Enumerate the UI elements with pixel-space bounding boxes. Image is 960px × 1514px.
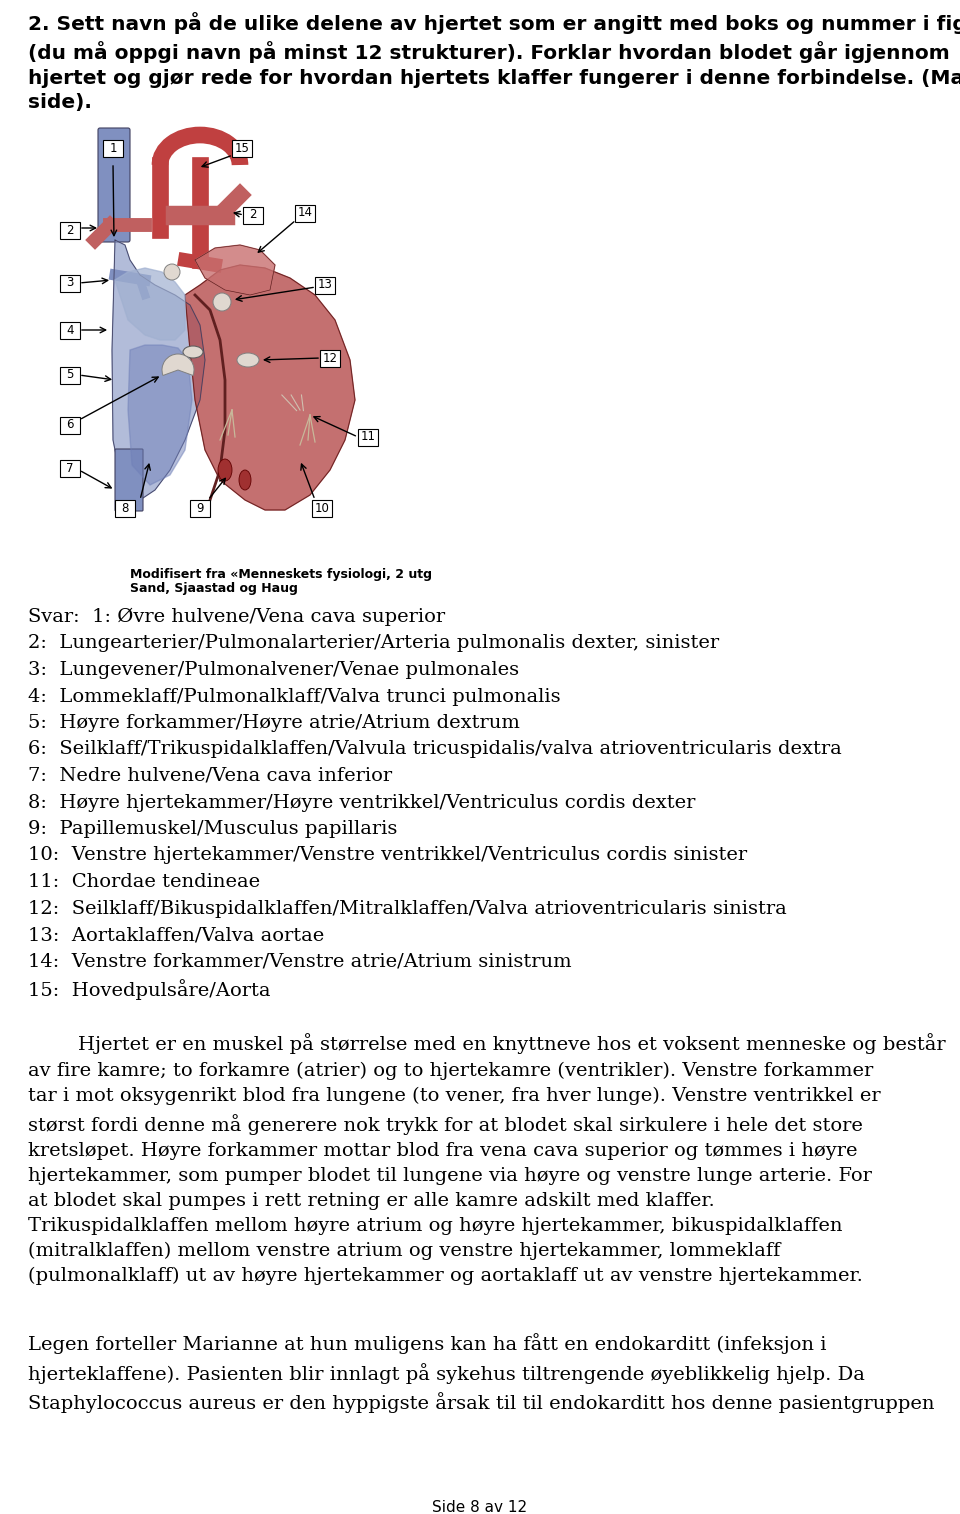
Text: 12:  Seilklaff/Bikuspidalklaffen/Mitralklaffen/Valva atrioventricularis sinistra: 12: Seilklaff/Bikuspidalklaffen/Mitralkl… (28, 899, 787, 917)
Text: 10: 10 (315, 501, 329, 515)
Circle shape (164, 263, 180, 280)
FancyBboxPatch shape (60, 416, 80, 433)
Text: 11: 11 (361, 430, 375, 444)
Text: 13:  Aortaklaffen/Valva aortae: 13: Aortaklaffen/Valva aortae (28, 927, 324, 945)
Text: Svar:  1: Øvre hulvene/Vena cava superior: Svar: 1: Øvre hulvene/Vena cava superior (28, 609, 445, 627)
Ellipse shape (239, 469, 251, 491)
Text: 4:  Lommeklaff/Pulmonalklaff/Valva trunci pulmonalis: 4: Lommeklaff/Pulmonalklaff/Valva trunci… (28, 687, 561, 706)
Ellipse shape (218, 459, 232, 481)
Text: 15: 15 (234, 141, 250, 154)
Text: 2:  Lungearterier/Pulmonalarterier/Arteria pulmonalis dexter, sinister: 2: Lungearterier/Pulmonalarterier/Arteri… (28, 634, 719, 653)
Polygon shape (112, 241, 205, 500)
FancyBboxPatch shape (115, 450, 143, 512)
Text: 6: 6 (66, 418, 74, 431)
Text: 6:  Seilklaff/Trikuspidalklaffen/Valvula tricuspidalis/valva atrioventricularis : 6: Seilklaff/Trikuspidalklaffen/Valvula … (28, 740, 842, 759)
FancyBboxPatch shape (60, 366, 80, 383)
FancyBboxPatch shape (115, 500, 135, 516)
FancyBboxPatch shape (243, 206, 263, 224)
Text: 13: 13 (318, 279, 332, 292)
FancyBboxPatch shape (320, 350, 340, 366)
Text: 5:  Høyre forkammer/Høyre atrie/Atrium dextrum: 5: Høyre forkammer/Høyre atrie/Atrium de… (28, 715, 520, 731)
FancyBboxPatch shape (60, 321, 80, 339)
Text: 11:  Chordae tendineae: 11: Chordae tendineae (28, 874, 260, 892)
Text: 1: 1 (109, 141, 117, 154)
Text: 2: 2 (66, 224, 74, 236)
Text: 12: 12 (323, 351, 338, 365)
Text: 7:  Nedre hulvene/Vena cava inferior: 7: Nedre hulvene/Vena cava inferior (28, 768, 392, 784)
Text: 3: 3 (66, 277, 74, 289)
FancyBboxPatch shape (358, 428, 378, 445)
FancyBboxPatch shape (190, 500, 210, 516)
Polygon shape (185, 265, 355, 510)
Text: 2. Sett navn på de ulike delene av hjertet som er angitt med boks og nummer i fi: 2. Sett navn på de ulike delene av hjert… (28, 12, 960, 112)
Text: 5: 5 (66, 368, 74, 382)
FancyBboxPatch shape (315, 277, 335, 294)
Text: 8: 8 (121, 501, 129, 515)
FancyBboxPatch shape (98, 129, 130, 242)
Text: Hjertet er en muskel på størrelse med en knyttneve hos et voksent menneske og be: Hjertet er en muskel på størrelse med en… (28, 1034, 946, 1285)
Text: 15:  Hovedpulsåre/Aorta: 15: Hovedpulsåre/Aorta (28, 980, 271, 999)
Text: 7: 7 (66, 462, 74, 474)
Text: Sand, Sjaastad og Haug: Sand, Sjaastad og Haug (130, 581, 298, 595)
FancyBboxPatch shape (232, 139, 252, 156)
Text: 4: 4 (66, 324, 74, 336)
Text: 9:  Papillemuskel/Musculus papillaris: 9: Papillemuskel/Musculus papillaris (28, 821, 397, 839)
Text: 10:  Venstre hjertekammer/Venstre ventrikkel/Ventriculus cordis sinister: 10: Venstre hjertekammer/Venstre ventrik… (28, 846, 747, 864)
Text: 3:  Lungevener/Pulmonalvener/Venae pulmonales: 3: Lungevener/Pulmonalvener/Venae pulmon… (28, 662, 519, 678)
Text: 2: 2 (250, 209, 256, 221)
Polygon shape (115, 268, 185, 341)
Text: Legen forteller Marianne at hun muligens kan ha fått en endokarditt (infeksjon i: Legen forteller Marianne at hun muligens… (28, 1334, 934, 1413)
Ellipse shape (237, 353, 259, 366)
Wedge shape (162, 354, 194, 375)
Ellipse shape (183, 347, 203, 357)
Polygon shape (195, 245, 275, 295)
Text: 14: 14 (298, 206, 313, 220)
FancyBboxPatch shape (60, 274, 80, 292)
FancyBboxPatch shape (60, 460, 80, 477)
FancyBboxPatch shape (312, 500, 332, 516)
Text: Side 8 av 12: Side 8 av 12 (432, 1500, 528, 1514)
Polygon shape (128, 345, 192, 484)
Text: Modifisert fra «Menneskets fysiologi, 2 utg: Modifisert fra «Menneskets fysiologi, 2 … (130, 568, 432, 581)
Text: 14:  Venstre forkammer/Venstre atrie/Atrium sinistrum: 14: Venstre forkammer/Venstre atrie/Atri… (28, 952, 571, 970)
Text: 8:  Høyre hjertekammer/Høyre ventrikkel/Ventriculus cordis dexter: 8: Høyre hjertekammer/Høyre ventrikkel/V… (28, 793, 695, 812)
FancyBboxPatch shape (60, 221, 80, 239)
Circle shape (213, 294, 231, 310)
Text: 9: 9 (196, 501, 204, 515)
FancyBboxPatch shape (295, 204, 315, 221)
FancyBboxPatch shape (103, 139, 123, 156)
